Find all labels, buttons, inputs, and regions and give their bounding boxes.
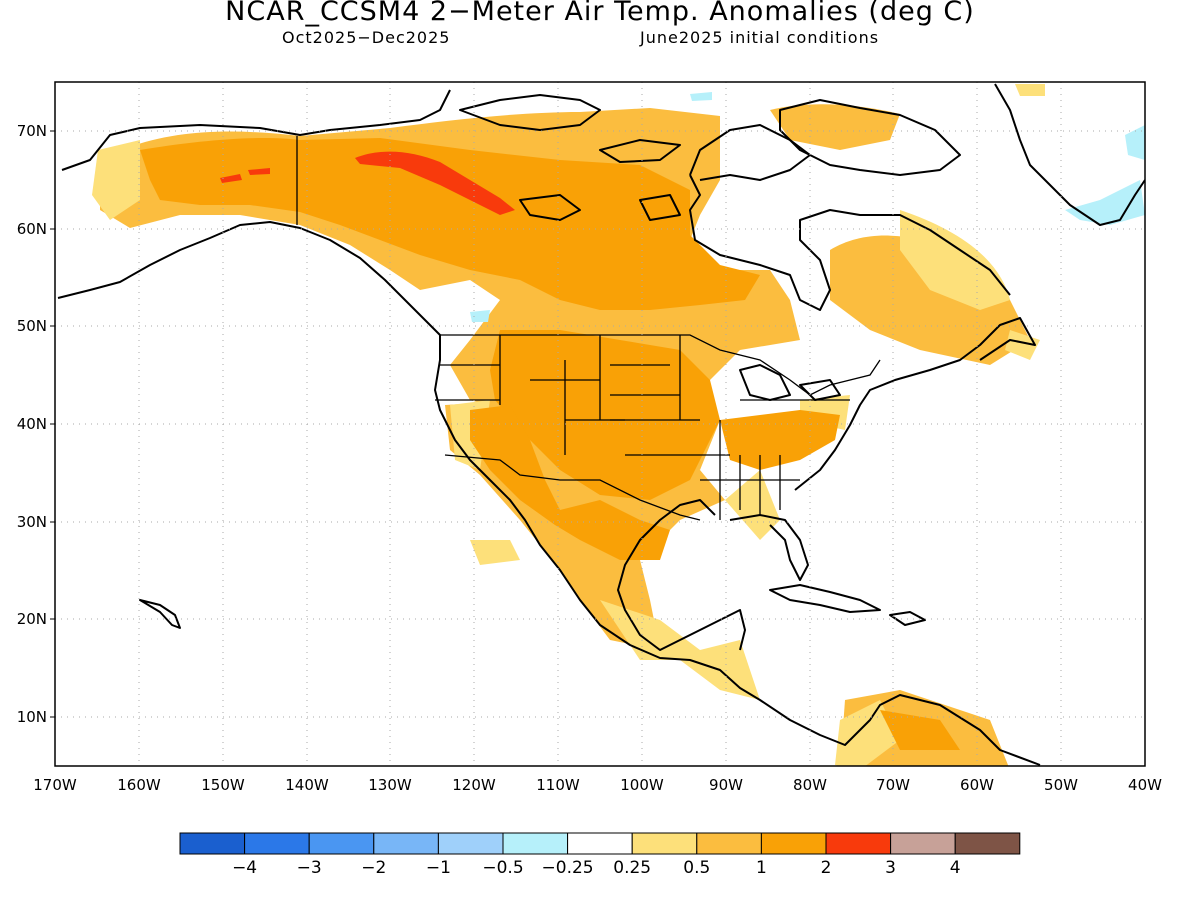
colorbar-swatch-4 [373,832,439,855]
lat-label-40n: 40N [17,415,47,433]
colorbar-swatch-3 [308,832,375,855]
lat-label-20n: 20N [17,610,47,628]
initial-conditions: June2025 initial conditions [640,28,880,47]
political-borders [296,136,881,521]
colorbar-label-9: 1 [756,858,767,878]
lat-label-60n: 60N [17,220,47,238]
anomaly-cool-regions [470,92,1145,322]
colorbar-swatch-8 [631,832,698,855]
colorbar-label-8: 0.5 [683,858,710,878]
colorbar-label-11: 3 [885,858,896,878]
colorbar-swatch-13 [954,832,1021,855]
colorbar-label-2: −3 [297,858,322,878]
lat-label-50n: 50N [17,317,47,335]
latitude-labels: 70N 60N 50N 40N 30N 20N 10N [17,122,47,726]
colorbar-label-12: 4 [950,858,961,878]
anomaly-fields [92,84,1145,766]
lon-label-70w: 70W [876,776,910,794]
lon-label-80w: 80W [793,776,827,794]
lon-label-100w: 100W [620,776,664,794]
forecast-period: Oct2025−Dec2025 [282,28,451,47]
colorbar-swatch-12 [890,832,956,855]
lon-label-150w: 150W [201,776,245,794]
longitude-labels: 170W 160W 150W 140W 130W 120W 110W 100W … [33,776,1162,794]
lon-label-160w: 160W [117,776,161,794]
tick-marks [50,130,55,718]
lon-label-170w: 170W [33,776,77,794]
lon-label-140w: 140W [285,776,329,794]
graticule [55,82,1145,766]
colorbar-swatch-10 [760,832,827,855]
lat-label-10n: 10N [17,708,47,726]
lon-label-50w: 50W [1044,776,1078,794]
anomaly-1-2-regions [140,138,960,750]
colorbar-swatch-9 [696,832,762,855]
lat-label-30n: 30N [17,513,47,531]
lon-label-110w: 110W [536,776,580,794]
anomaly-2-3-regions [220,151,515,215]
colorbar-label-7: 0.25 [613,858,651,878]
colorbar-label-6: −0.25 [542,858,594,878]
colorbar-swatch-2 [244,832,310,855]
colorbar-label-5: −0.5 [482,858,523,878]
colorbar-label-1: −4 [232,858,257,878]
map-title: NCAR_CCSM4 2−Meter Air Temp. Anomalies (… [225,0,975,27]
lon-label-90w: 90W [709,776,743,794]
lon-label-130w: 130W [368,776,412,794]
colorbar-swatches [179,832,1021,855]
colorbar-labels: −4 −3 −2 −1 −0.5 −0.25 0.25 0.5 1 2 3 4 [232,858,961,878]
colorbar-label-3: −2 [361,858,386,878]
colorbar-label-4: −1 [426,858,451,878]
colorbar-label-10: 2 [821,858,832,878]
lon-label-120w: 120W [452,776,496,794]
coastlines [57,83,1145,766]
colorbar-swatch-1 [179,832,246,855]
lat-label-70n: 70N [17,122,47,140]
lon-label-40w: 40W [1128,776,1162,794]
lon-label-60w: 60W [960,776,994,794]
colorbar-swatch-6 [502,832,569,855]
colorbar-swatch-7 [567,832,633,855]
colorbar: −4 −3 −2 −1 −0.5 −0.25 0.25 0.5 1 2 3 4 [179,832,1021,878]
colorbar-swatch-5 [437,832,504,855]
colorbar-swatch-11 [825,832,892,855]
